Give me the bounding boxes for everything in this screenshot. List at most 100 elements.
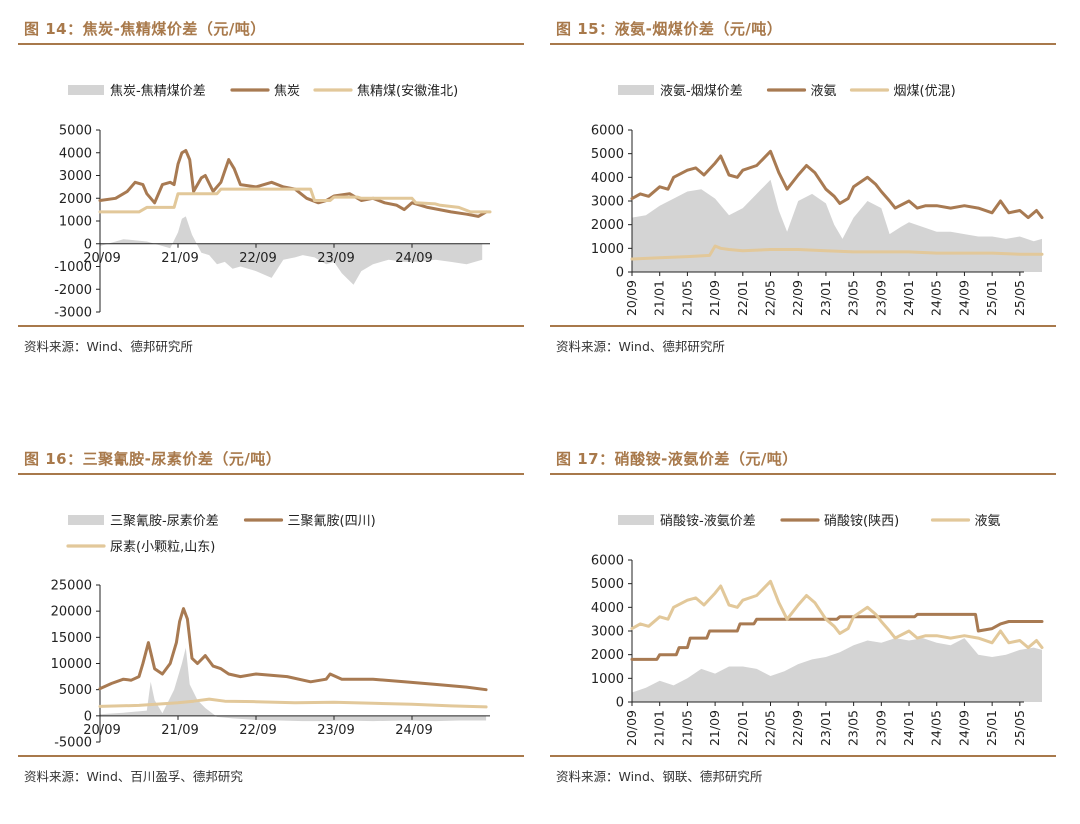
legend-label: 三聚氰胺-尿素价差 <box>110 513 219 529</box>
y-tick-label: 3000 <box>59 169 92 184</box>
x-tick-label: 25/01 <box>984 280 999 316</box>
y-tick-label: -1000 <box>54 260 92 275</box>
legend-label: 三聚氰胺(四川) <box>288 513 376 529</box>
legend-label: 焦精煤(安徽淮北) <box>357 84 458 99</box>
y-tick-label: -2000 <box>54 283 92 298</box>
line-series-2 <box>98 697 488 709</box>
y-tick-label: 3000 <box>591 625 624 640</box>
x-tick-label: 24/09 <box>395 251 432 266</box>
legend-label: 液氨-烟煤价差 <box>660 84 743 99</box>
chart-title: 图 15：液氨-烟煤价差（元/吨） <box>556 20 783 38</box>
x-tick-label: 20/09 <box>624 710 639 746</box>
chart-title: 图 17：硝酸铵-液氨价差（元/吨） <box>556 450 798 468</box>
y-tick-label: 15000 <box>51 631 92 646</box>
line-series-1 <box>630 149 1044 220</box>
y-tick-label: 25000 <box>51 579 92 594</box>
y-tick-label: 5000 <box>59 683 92 698</box>
area-series-0 <box>100 216 483 285</box>
legend-label: 硝酸铵(陕西) <box>824 514 899 529</box>
x-tick-label: 22/09 <box>239 723 276 738</box>
chart-legend: 焦炭-焦精煤价差 焦炭 焦精煤(安徽淮北) <box>68 84 458 99</box>
line-series-1 <box>630 612 1044 661</box>
source-note: 资料来源：Wind、德邦研究所 <box>556 339 725 354</box>
x-tick-label: 21/09 <box>707 280 722 316</box>
panel-ammonium-nitrate-spread: 图 17：硝酸铵-液氨价差（元/吨） 硝酸铵-液氨价差 硝酸铵(陕西) 液氨 0 100… <box>550 444 1060 824</box>
chart-coke-spread: 焦炭-焦精煤价差 焦炭 焦精煤(安徽淮北) -3000 -2000 -1000 0 1000 2… <box>54 84 492 321</box>
y-tick-label: 0 <box>84 237 92 252</box>
x-tick-label: 23/05 <box>846 280 861 316</box>
x-tick-label: 23/01 <box>818 710 833 746</box>
y-tick-label: 4000 <box>59 146 92 161</box>
legend-label: 焦炭-焦精煤价差 <box>110 84 206 99</box>
legend-swatch-series-0 <box>618 515 654 525</box>
y-tick-label: 5000 <box>591 577 624 592</box>
x-tick-label: 20/09 <box>83 251 120 266</box>
legend-label: 焦炭 <box>274 84 300 99</box>
x-tick-label: 23/09 <box>873 710 888 746</box>
x-tick-label: 22/09 <box>790 710 805 746</box>
source-note: 资料来源：Wind、百川盈孚、德邦研究 <box>24 769 243 784</box>
x-tick-label: 21/05 <box>679 280 694 316</box>
y-tick-label: 3000 <box>591 195 624 210</box>
x-tick-label: 24/09 <box>395 723 432 738</box>
legend-label: 硝酸铵-液氨价差 <box>660 514 756 529</box>
chart-title: 图 16：三聚氰胺-尿素价差（元/吨） <box>24 450 282 468</box>
line-series-1 <box>98 607 488 692</box>
y-tick-label: 1000 <box>591 242 624 257</box>
y-tick-label: 6000 <box>591 124 624 139</box>
x-tick-label: 24/09 <box>956 280 971 316</box>
legend-swatch-series-0 <box>68 515 104 525</box>
line-series-2 <box>98 187 492 214</box>
x-tick-label: 24/05 <box>929 710 944 746</box>
y-tick-label: -5000 <box>54 736 92 751</box>
x-tick-label: 25/05 <box>1012 280 1027 316</box>
x-tick-label: 22/05 <box>763 280 778 316</box>
x-tick-label: 24/05 <box>929 280 944 316</box>
y-tick-label: 1000 <box>59 215 92 230</box>
source-rule <box>18 325 524 327</box>
title-rule <box>18 43 524 45</box>
source-note: 资料来源：Wind、德邦研究所 <box>24 339 193 354</box>
y-tick-label: 2000 <box>591 648 624 663</box>
y-tick-label: 20000 <box>51 605 92 620</box>
x-tick-label: 24/01 <box>901 280 916 316</box>
line-series-1 <box>98 149 488 218</box>
area-series-0 <box>632 638 1042 702</box>
source-rule <box>550 325 1056 327</box>
x-tick-label: 25/01 <box>984 710 999 746</box>
line-series-2 <box>630 579 1044 650</box>
title-rule <box>550 473 1056 475</box>
x-tick-label: 21/01 <box>652 710 667 746</box>
x-tick-label: 20/09 <box>83 723 120 738</box>
x-tick-label: 23/09 <box>317 723 354 738</box>
y-tick-label: 5000 <box>59 124 92 139</box>
panel-melamine-spread: 图 16：三聚氰胺-尿素价差（元/吨） 三聚氰胺-尿素价差 三聚氰胺(四川) 尿素(… <box>18 444 528 824</box>
x-tick-label: 20/09 <box>624 280 639 316</box>
x-tick-label: 23/05 <box>846 710 861 746</box>
x-tick-label: 22/09 <box>790 280 805 316</box>
title-rule <box>18 473 524 475</box>
line-series-2 <box>630 244 1044 261</box>
y-tick-label: 4000 <box>591 171 624 186</box>
chart-legend: 三聚氰胺-尿素价差 三聚氰胺(四川) 尿素(小颗粒,山东) <box>66 513 376 555</box>
legend-label: 液氨 <box>975 514 1001 529</box>
legend-swatch-series-0 <box>68 85 104 95</box>
x-tick-label: 23/09 <box>317 251 354 266</box>
chart-melamine-spread: 三聚氰胺-尿素价差 三聚氰胺(四川) 尿素(小颗粒,山东) -5000 0 5000 100… <box>51 513 490 751</box>
source-rule <box>550 755 1056 757</box>
y-tick-label: 6000 <box>591 554 624 569</box>
y-tick-label: 1000 <box>591 672 624 687</box>
title-rule <box>550 43 1056 45</box>
x-tick-label: 21/01 <box>652 280 667 316</box>
x-tick-label: 22/09 <box>239 251 276 266</box>
legend-label: 液氨 <box>811 84 837 99</box>
y-tick-label: 10000 <box>51 657 92 672</box>
x-tick-label: 24/01 <box>901 710 916 746</box>
legend-label: 尿素(小颗粒,山东) <box>110 540 215 555</box>
chart-ammonium-nitrate-spread: 硝酸铵-液氨价差 硝酸铵(陕西) 液氨 0 1000 2000 3000 4000 5000 60… <box>591 514 1044 746</box>
x-tick-label: 23/01 <box>818 280 833 316</box>
legend-swatch-series-0 <box>618 85 654 95</box>
area-series-0 <box>632 179 1042 272</box>
y-tick-label: 2000 <box>59 192 92 207</box>
y-tick-label: 0 <box>616 266 624 281</box>
